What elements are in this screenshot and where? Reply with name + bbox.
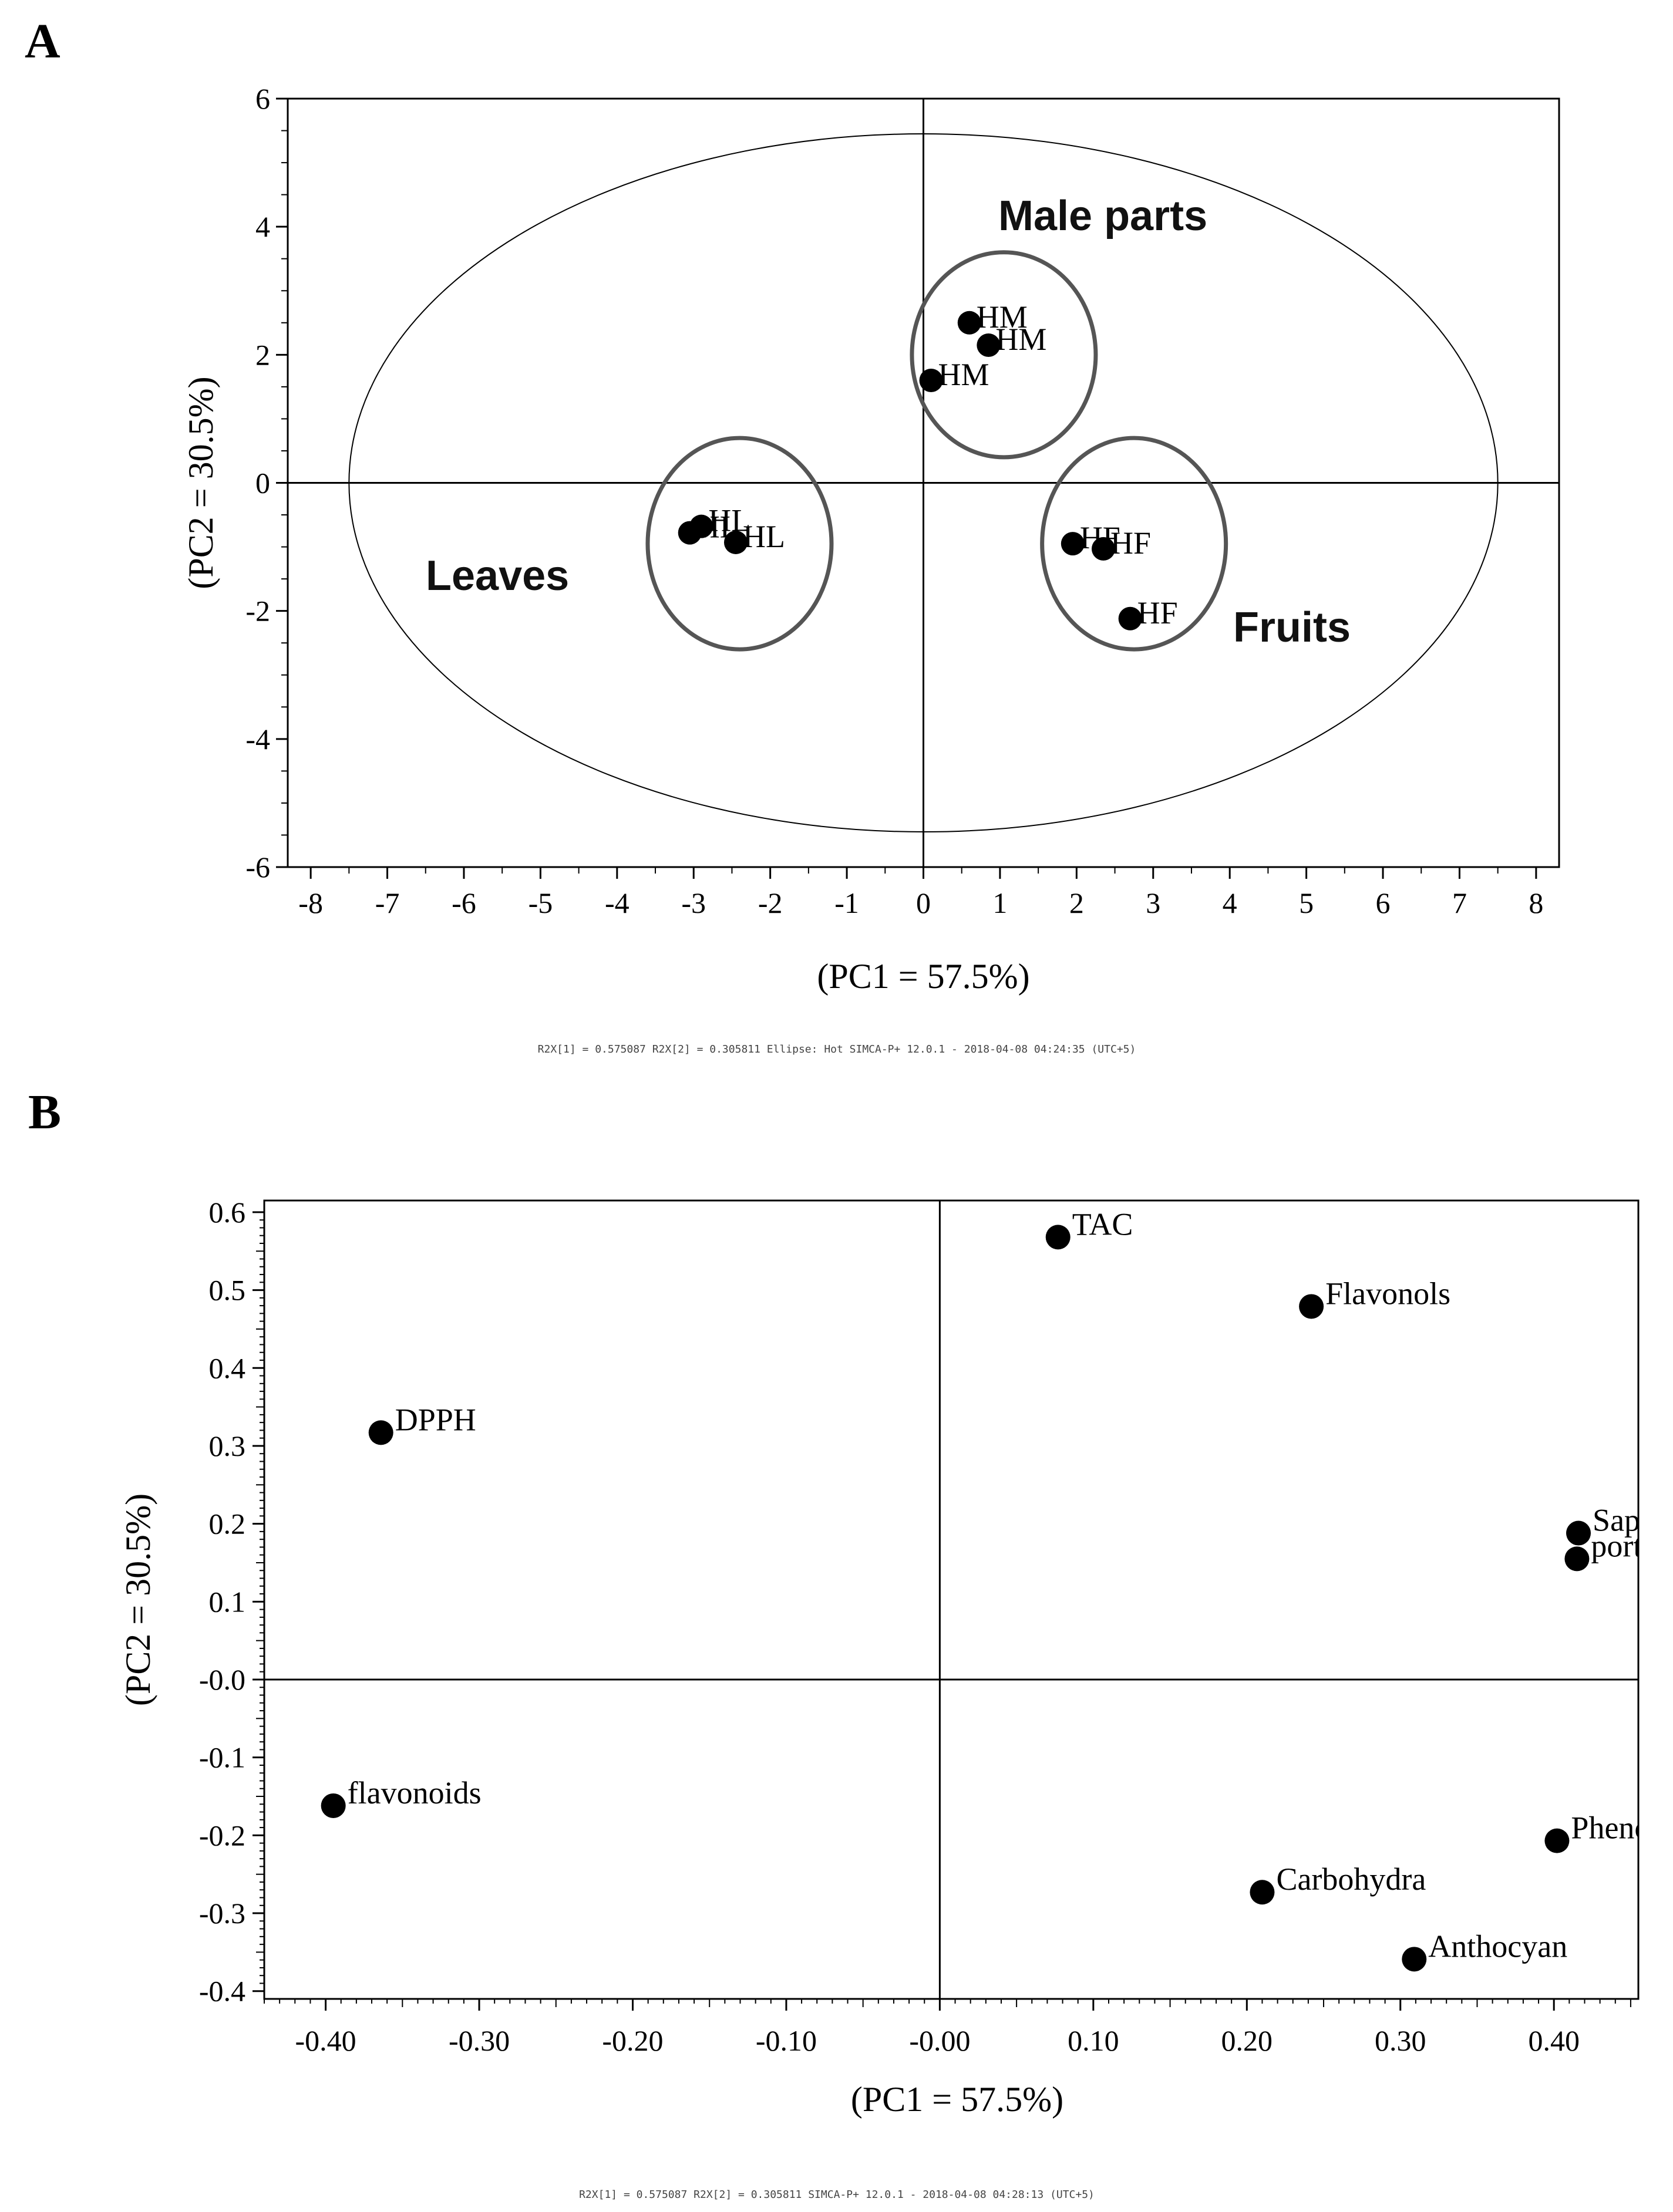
panel-a-x-tick-label-9: 1 <box>992 886 1007 919</box>
panel-b-x-tick-label-1: -0.30 <box>449 2024 510 2057</box>
panel-a-x-tick-label-8: 0 <box>916 886 931 919</box>
panel-a-footer: R2X[1] = 0.575087 R2X[2] = 0.305811 Elli… <box>538 1043 1136 1056</box>
panel-b-point-1 <box>1299 1294 1324 1319</box>
panel-b-point-label-8: Anthocyan <box>1428 1928 1567 1964</box>
panel-b-point-7 <box>1250 1880 1275 1905</box>
panel-b-point-label-3: Sapo <box>1593 1503 1656 1538</box>
panel-b-y-tick-label-10: -0.4 <box>199 1975 245 2008</box>
panel-b-y-tick-label-1: 0.5 <box>209 1274 246 1307</box>
panel-a-y-tick-label-4: 2 <box>255 338 270 371</box>
panel-b-point-label-4: porte <box>1591 1528 1656 1563</box>
panel-a-x-tick-label-7: -1 <box>834 886 859 919</box>
panel-a-point-2 <box>919 368 943 392</box>
panel-a-x-tick-label-1: -7 <box>375 886 400 919</box>
panel-a-x-tick-label-12: 4 <box>1223 886 1237 919</box>
panel-b-y-tick-label-5: 0.1 <box>209 1585 246 1618</box>
panel-a-point-label-8: HF <box>1137 595 1178 630</box>
panel-a-point-label-2: HM <box>938 357 989 392</box>
panel-b-letter: B <box>28 1085 61 1139</box>
panel-a-letter: A <box>25 14 60 69</box>
panel-a-point-label-0: HM <box>977 299 1028 335</box>
panel-a-point-6 <box>1061 532 1085 556</box>
panel-a-point-5 <box>723 530 748 554</box>
panel-a-group-ellipse-0 <box>910 250 1098 460</box>
panel-b-point-3 <box>1566 1520 1591 1546</box>
panel-a-y-tick-label-1: -4 <box>245 723 270 756</box>
panel-b-loading-plot: -0.40 -0.30 -0.20 -0.10 -0.00 0.10 0.20 0.30 0.4… <box>119 1196 1656 2201</box>
panel-b-point-0 <box>1045 1225 1071 1250</box>
panel-b-point-label-7: Carbohydra <box>1276 1862 1426 1897</box>
panel-a-group-label-2: Fruits <box>1233 604 1351 651</box>
panel-a-x-tick-label-15: 7 <box>1452 886 1467 919</box>
panel-a-x-tick-label-10: 2 <box>1069 886 1084 919</box>
panel-b-point-5 <box>321 1793 346 1818</box>
panel-b-point-8 <box>1402 1947 1427 1972</box>
panel-a-x-tick-label-6: -2 <box>758 886 783 919</box>
panel-a-x-tick-label-5: -3 <box>681 886 706 919</box>
panel-b-point-label-6: Pheno <box>1571 1810 1650 1846</box>
panel-b-y-tick-label-8: -0.2 <box>199 1819 245 1852</box>
panel-b-x-tick-label-0: -0.40 <box>295 2024 356 2057</box>
panel-a-point-4 <box>689 514 713 538</box>
panel-a-y-tick-label-2: -2 <box>245 595 270 628</box>
panel-b-y-tick-label-3: 0.3 <box>209 1429 246 1462</box>
panel-a-group-label-1: Leaves <box>426 552 569 599</box>
panel-a-y-tick-label-6: 6 <box>255 82 270 115</box>
panel-b-x-tick-label-6: 0.20 <box>1221 2024 1273 2057</box>
panel-a-y-tick-label-0: -6 <box>245 851 270 884</box>
panel-b-y-tick-label-9: -0.3 <box>199 1897 245 1930</box>
panel-b-y-tick-label-2: 0.4 <box>209 1351 246 1384</box>
panel-a-point-1 <box>977 333 1001 357</box>
panel-b-y-tick-label-6: -0.0 <box>199 1663 245 1696</box>
panel-a-x-tick-label-3: -5 <box>529 886 553 919</box>
panel-b-point-label-5: flavonoids <box>348 1775 482 1810</box>
panel-b-point-label-2: DPPH <box>395 1402 476 1437</box>
panel-b-plot-frame <box>263 1199 1640 2000</box>
panel-b-point-2 <box>368 1420 393 1445</box>
panel-a-x-tick-label-11: 3 <box>1146 886 1160 919</box>
panel-b-y-tick-label-4: 0.2 <box>209 1508 246 1540</box>
panel-a-x-tick-label-2: -6 <box>452 886 476 919</box>
panel-a-x-axis-title: (PC1 = 57.5%) <box>817 957 1029 996</box>
panel-a-point-8 <box>1118 606 1142 630</box>
panel-b-x-tick-label-3: -0.10 <box>756 2024 817 2057</box>
panel-a-point-label-5: HL <box>743 519 785 554</box>
panel-a-x-tick-label-13: 5 <box>1299 886 1314 919</box>
panel-a-y-tick-label-3: 0 <box>255 467 270 500</box>
panel-a-point-label-7: HF <box>1110 525 1151 561</box>
panel-a-y-axis-title: (PC2 = 30.5%) <box>181 376 220 589</box>
panel-b-y-tick-label-7: -0.1 <box>199 1741 245 1774</box>
panel-a-point-7 <box>1091 537 1115 561</box>
panel-a-group-ellipse-1 <box>645 436 834 652</box>
panel-b-x-tick-label-5: 0.10 <box>1068 2024 1119 2057</box>
panel-b-point-4 <box>1564 1546 1590 1572</box>
panel-b-y-tick-label-0: 0.6 <box>209 1196 246 1229</box>
panel-b-x-tick-label-2: -0.20 <box>602 2024 663 2057</box>
panel-b-y-axis-title: (PC2 = 30.5%) <box>119 1493 157 1706</box>
panel-a-point-label-4: HL <box>708 503 750 538</box>
panel-b-footer: R2X[1] = 0.575087 R2X[2] = 0.305811 SIMC… <box>579 2189 1095 2201</box>
panel-b-x-tick-label-4: -0.00 <box>909 2024 970 2057</box>
panel-b-x-axis-title: (PC1 = 57.5%) <box>851 2080 1063 2119</box>
panel-b-x-tick-label-8: 0.40 <box>1528 2024 1580 2057</box>
panel-a-group-label-0: Male parts <box>998 193 1207 240</box>
panel-b-point-label-1: Flavonols <box>1325 1276 1450 1311</box>
panel-a-point-label-1: HM <box>995 322 1046 357</box>
panel-b-x-tick-label-7: 0.30 <box>1375 2024 1426 2057</box>
panel-a-x-tick-label-14: 6 <box>1376 886 1391 919</box>
panel-a-score-plot: Male parts Leaves Fruits -8 -7 -6 -5 -4 -3 -2 -1 0 1… <box>181 82 1560 1056</box>
panel-a-x-tick-label-16: 8 <box>1529 886 1543 919</box>
panel-a-group-ellipse-2 <box>1040 436 1228 652</box>
panel-a-y-tick-label-5: 4 <box>255 210 270 243</box>
panel-a-x-tick-label-0: -8 <box>298 886 323 919</box>
panel-a-hotelling-ellipse <box>348 133 1499 833</box>
panel-a-point-0 <box>957 311 981 335</box>
panel-b-point-6 <box>1544 1828 1570 1853</box>
panel-a-x-tick-label-4: -4 <box>605 886 630 919</box>
panel-b-point-label-0: TAC <box>1072 1206 1133 1242</box>
